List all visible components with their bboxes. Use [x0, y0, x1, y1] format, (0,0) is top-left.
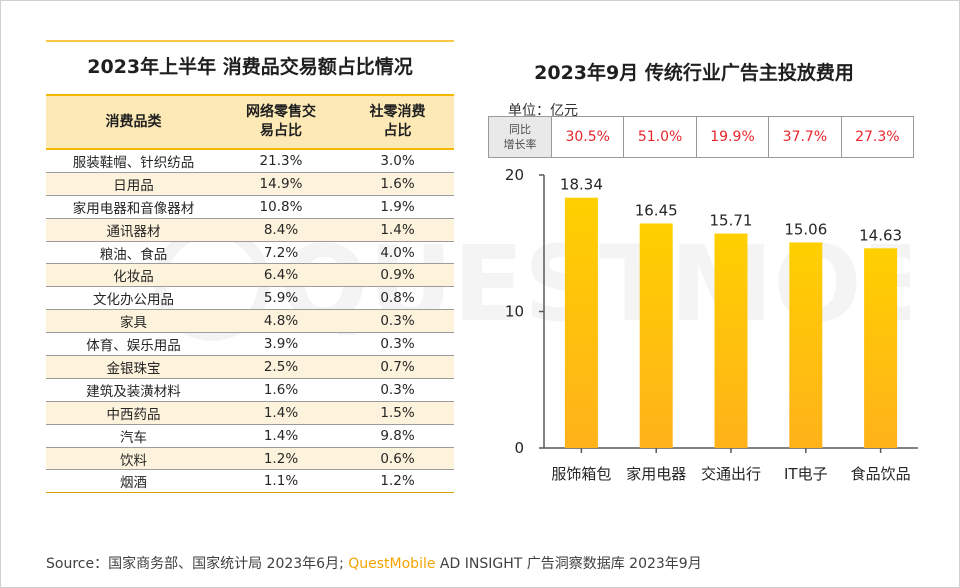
online-share-cell: 1.4%	[221, 424, 341, 448]
table-row: 化妆品 6.4% 0.9%	[46, 263, 454, 288]
y-tick-label: 10	[505, 303, 524, 321]
online-share-cell: 4.8%	[221, 309, 341, 334]
table-row: 烟酒 1.1% 1.2%	[46, 469, 454, 494]
table-row: 汽车 1.4% 9.8%	[46, 424, 454, 448]
table-row: 日用品 14.9% 1.6%	[46, 172, 454, 196]
category-cell: 日用品	[46, 172, 221, 196]
category-cell: 家用电器和音像器材	[46, 195, 221, 219]
header-online-share: 网络零售交 易占比	[221, 95, 341, 149]
retail-share-cell: 0.3%	[341, 309, 454, 334]
bar-value-label: 15.06	[784, 220, 827, 238]
category-cell: 金银珠宝	[46, 355, 221, 379]
table-title: 2023年上半年 消费品交易额占比情况	[87, 56, 413, 78]
table-row: 建筑及装潢材料 1.6% 0.3%	[46, 378, 454, 402]
online-share-cell: 8.4%	[221, 218, 341, 242]
retail-share-cell: 0.6%	[341, 447, 454, 471]
growth-cell: 30.5%	[552, 117, 625, 157]
source-database: AD INSIGHT 广告洞察数据库 2023年9月	[435, 556, 702, 572]
table-row: 通讯器材 8.4% 1.4%	[46, 218, 454, 242]
bar-value-label: 14.63	[859, 226, 902, 244]
table-header-row: 消费品类 网络零售交 易占比 社零消费 占比	[46, 95, 454, 149]
growth-rate-row: 同比 增长率 30.5% 51.0% 19.9% 37.7% 27.3%	[488, 116, 914, 158]
retail-share-cell: 1.4%	[341, 218, 454, 242]
bar-value-label: 15.71	[710, 212, 753, 230]
retail-share-cell: 1.6%	[341, 172, 454, 196]
table-row: 金银珠宝 2.5% 0.7%	[46, 355, 454, 379]
category-cell: 化妆品	[46, 263, 221, 288]
growth-cell: 37.7%	[769, 117, 842, 157]
title-divider	[46, 40, 454, 42]
online-share-cell: 1.4%	[221, 401, 341, 425]
retail-share-cell: 1.9%	[341, 195, 454, 219]
online-share-cell: 5.9%	[221, 286, 341, 311]
retail-share-cell: 0.7%	[341, 355, 454, 379]
category-cell: 烟酒	[46, 469, 221, 494]
questmobile-brand: QuestMobile	[348, 556, 436, 572]
retail-share-cell: 0.3%	[341, 378, 454, 402]
category-cell: 通讯器材	[46, 218, 221, 242]
online-share-cell: 10.8%	[221, 195, 341, 219]
category-cell: 体育、娱乐用品	[46, 332, 221, 357]
header-retail-share: 社零消费 占比	[341, 95, 454, 149]
bar-value-label: 16.45	[635, 201, 678, 219]
online-share-cell: 2.5%	[221, 355, 341, 379]
retail-share-cell: 1.2%	[341, 469, 454, 494]
retail-share-cell: 4.0%	[341, 241, 454, 265]
category-cell: 建筑及装潢材料	[46, 378, 221, 402]
category-cell: 中西药品	[46, 401, 221, 425]
table-row: 体育、娱乐用品 3.9% 0.3%	[46, 332, 454, 357]
category-cell: 家具	[46, 309, 221, 334]
table-row: 家具 4.8% 0.3%	[46, 309, 454, 334]
chart-title: 2023年9月 传统行业广告主投放费用	[534, 62, 854, 84]
x-category-label: 服饰箱包	[551, 465, 611, 483]
x-category-label: 家用电器	[626, 465, 686, 483]
growth-cell: 27.3%	[855, 129, 900, 145]
category-cell: 服装鞋帽、针织纺品	[46, 149, 221, 173]
table-row: 中西药品 1.4% 1.5%	[46, 401, 454, 425]
source-footer: Source：国家商务部、国家统计局 2023年6月; QuestMobile …	[46, 553, 702, 573]
online-share-cell: 14.9%	[221, 172, 341, 196]
bar-value-label: 18.34	[560, 176, 603, 194]
consumption-table: 消费品类 网络零售交 易占比 社零消费 占比 服装鞋帽、针织纺品 21.3% 3.0…	[46, 94, 454, 494]
online-share-cell: 21.3%	[221, 149, 341, 173]
y-tick-label: 20	[505, 166, 524, 184]
retail-share-cell: 0.3%	[341, 332, 454, 357]
table-row: 饮料 1.2% 0.6%	[46, 447, 454, 471]
ad-spend-bar-chart: 0 10 20 18.34 服饰箱包 16.45 家用电器 15.71 交通出行 15.06 IT电…	[505, 166, 918, 483]
table-row: 家用电器和音像器材 10.8% 1.9%	[46, 195, 454, 219]
growth-cell: 51.0%	[624, 117, 697, 157]
retail-share-cell: 0.9%	[341, 263, 454, 288]
x-category-label: IT电子	[784, 465, 828, 483]
online-share-cell: 1.1%	[221, 469, 341, 494]
retail-share-cell: 3.0%	[341, 149, 454, 173]
growth-rate-label: 同比 增长率	[489, 117, 552, 157]
category-cell: 文化办公用品	[46, 286, 221, 311]
bar	[789, 242, 823, 448]
online-share-cell: 3.9%	[221, 332, 341, 357]
x-category-label: 交通出行	[701, 465, 761, 483]
category-cell: 饮料	[46, 447, 221, 471]
online-share-cell: 1.2%	[221, 447, 341, 471]
bar	[864, 248, 898, 448]
table-row: 服装鞋帽、针织纺品 21.3% 3.0%	[46, 149, 454, 173]
online-share-cell: 6.4%	[221, 263, 341, 288]
retail-share-cell: 1.5%	[341, 401, 454, 425]
category-cell: 汽车	[46, 424, 221, 448]
header-category: 消费品类	[46, 95, 221, 149]
online-share-cell: 7.2%	[221, 241, 341, 265]
y-tick-label: 0	[514, 439, 524, 457]
retail-share-cell: 9.8%	[341, 424, 454, 448]
source-text: Source：国家商务部、国家统计局 2023年6月;	[46, 556, 349, 572]
growth-cell: 19.9%	[697, 117, 770, 157]
category-cell: 粮油、食品	[46, 241, 221, 265]
unit-label: 单位：亿元	[508, 103, 578, 119]
x-category-label: 食品饮品	[851, 465, 911, 483]
table-row: 粮油、食品 7.2% 4.0%	[46, 241, 454, 265]
retail-share-cell: 0.8%	[341, 286, 454, 311]
online-share-cell: 1.6%	[221, 378, 341, 402]
bar	[639, 223, 673, 448]
table-row: 文化办公用品 5.9% 0.8%	[46, 286, 454, 311]
bar	[564, 197, 598, 448]
bar	[714, 233, 748, 448]
